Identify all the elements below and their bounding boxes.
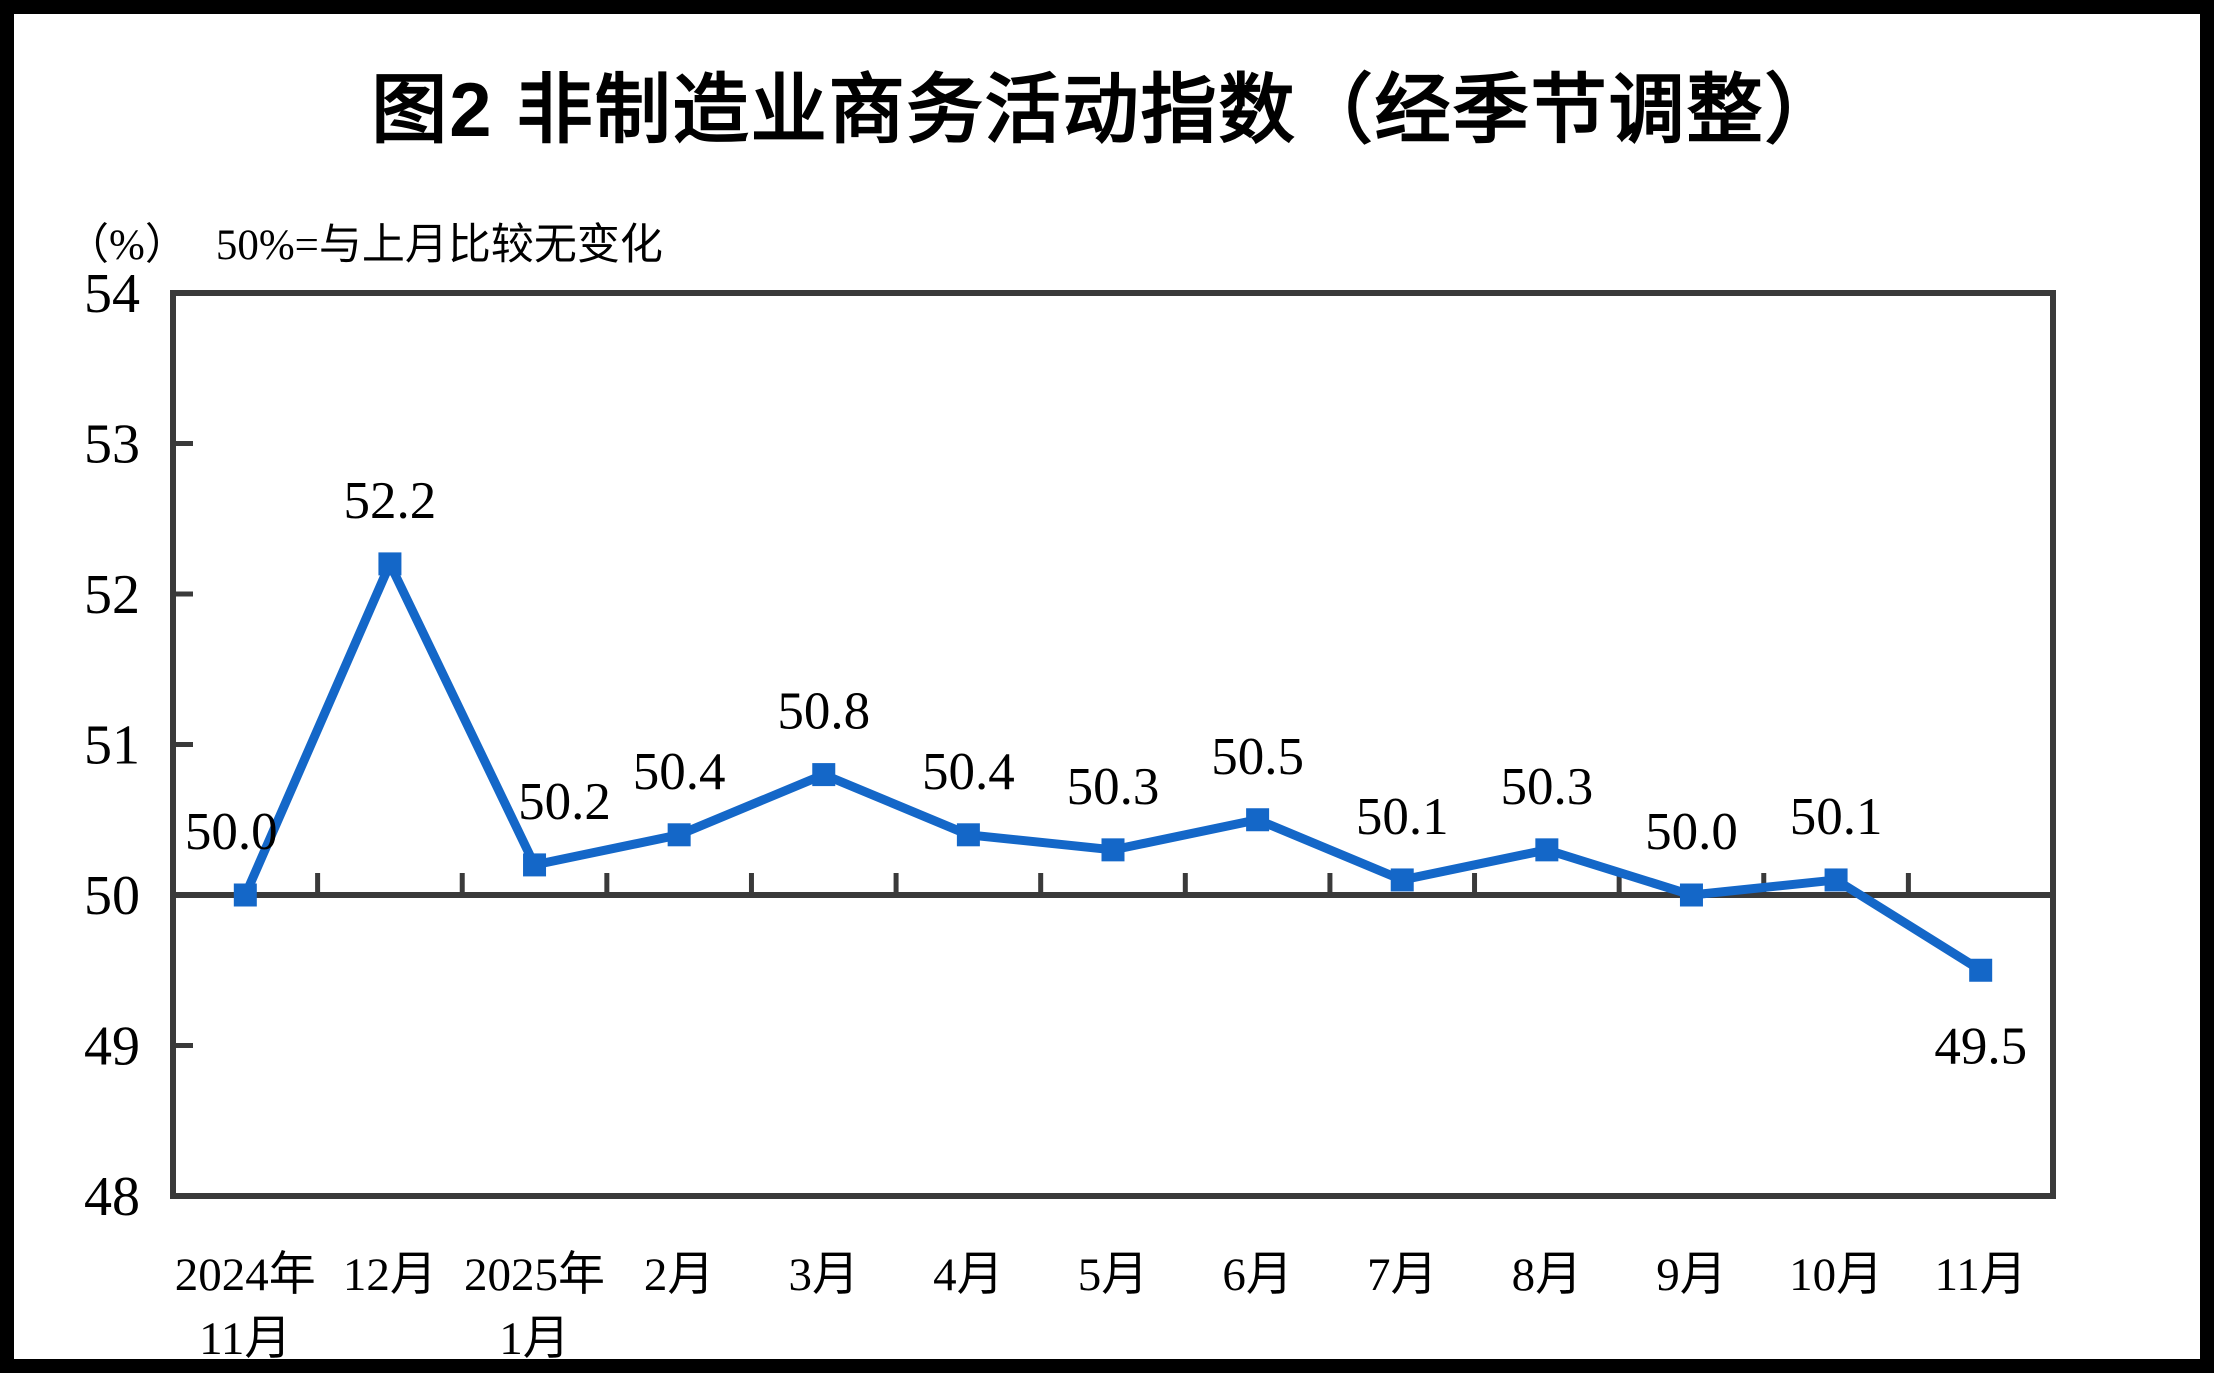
x-tick-label: 8月 — [1512, 1249, 1583, 1301]
y-tick-label: 53 — [84, 414, 140, 476]
data-point — [1535, 838, 1559, 862]
chart-subtitle: （%） 50%=与上月比较无变化 — [66, 210, 663, 272]
y-tick-label: 51 — [84, 715, 140, 777]
data-label: 50.4 — [633, 743, 726, 801]
data-label: 49.5 — [1934, 1017, 2027, 1075]
data-label: 50.2 — [518, 773, 611, 831]
x-tick-label: 10月 — [1789, 1249, 1883, 1301]
data-label: 50.0 — [185, 803, 278, 861]
data-label: 50.3 — [1067, 758, 1160, 816]
x-tick-label: 9月 — [1656, 1249, 1727, 1301]
data-label: 50.8 — [777, 683, 870, 741]
data-label: 50.4 — [922, 743, 1015, 801]
y-axis-unit-label: （%） — [66, 222, 188, 269]
data-point — [1101, 838, 1125, 862]
y-tick-label: 54 — [84, 263, 140, 325]
x-tick-label: 6月 — [1222, 1249, 1293, 1301]
y-tick-label: 50 — [84, 865, 140, 927]
data-point — [523, 853, 547, 877]
y-tick-label: 48 — [84, 1166, 140, 1228]
data-point — [667, 823, 691, 847]
data-point — [1824, 868, 1848, 892]
reference-note: 50%=与上月比较无变化 — [215, 222, 663, 269]
data-point — [956, 823, 980, 847]
plot-border — [170, 290, 2056, 1199]
x-tick-label: 5月 — [1078, 1249, 1149, 1301]
data-label: 50.0 — [1645, 803, 1738, 861]
data-label: 50.5 — [1211, 728, 1304, 786]
data-point — [812, 763, 836, 787]
data-label: 52.2 — [344, 472, 437, 530]
y-tick-label: 49 — [84, 1016, 140, 1078]
data-label: 50.1 — [1356, 788, 1449, 846]
x-tick-label: 3月 — [789, 1249, 860, 1301]
x-tick-label: 2月 — [644, 1249, 715, 1301]
chart-title: 图2 非制造业商务活动指数（经季节调整） — [371, 68, 1843, 153]
data-point — [1390, 868, 1414, 892]
data-point — [233, 883, 257, 907]
data-point — [1246, 808, 1270, 832]
x-tick-label: 4月 — [933, 1249, 1004, 1301]
line-chart-canvas: 48 49 50 51 52 53 54 2024年 11月 12月 2025年 1月 2月 3月 4月 5月… — [84, 263, 2056, 1365]
data-point — [1679, 883, 1703, 907]
x-tick-label: 11月 — [1935, 1249, 2027, 1301]
data-label: 50.1 — [1790, 788, 1883, 846]
data-point — [1969, 958, 1993, 982]
x-tick-label-line2: 11月 — [199, 1313, 291, 1359]
data-point — [378, 552, 402, 576]
x-tick-label-line2: 1月 — [499, 1313, 570, 1359]
x-tick-label: 2025年 — [464, 1249, 605, 1301]
x-tick-label: 12月 — [343, 1249, 437, 1301]
x-tick-label: 7月 — [1367, 1249, 1438, 1301]
x-tick-label: 2024年 — [175, 1249, 316, 1301]
y-tick-label: 52 — [84, 564, 140, 626]
chart-area: 48 49 50 51 52 53 54 2024年 11月 12月 2025年 1月 2月 3月 4月 5月… — [14, 14, 2200, 1365]
data-label: 50.3 — [1500, 758, 1593, 816]
